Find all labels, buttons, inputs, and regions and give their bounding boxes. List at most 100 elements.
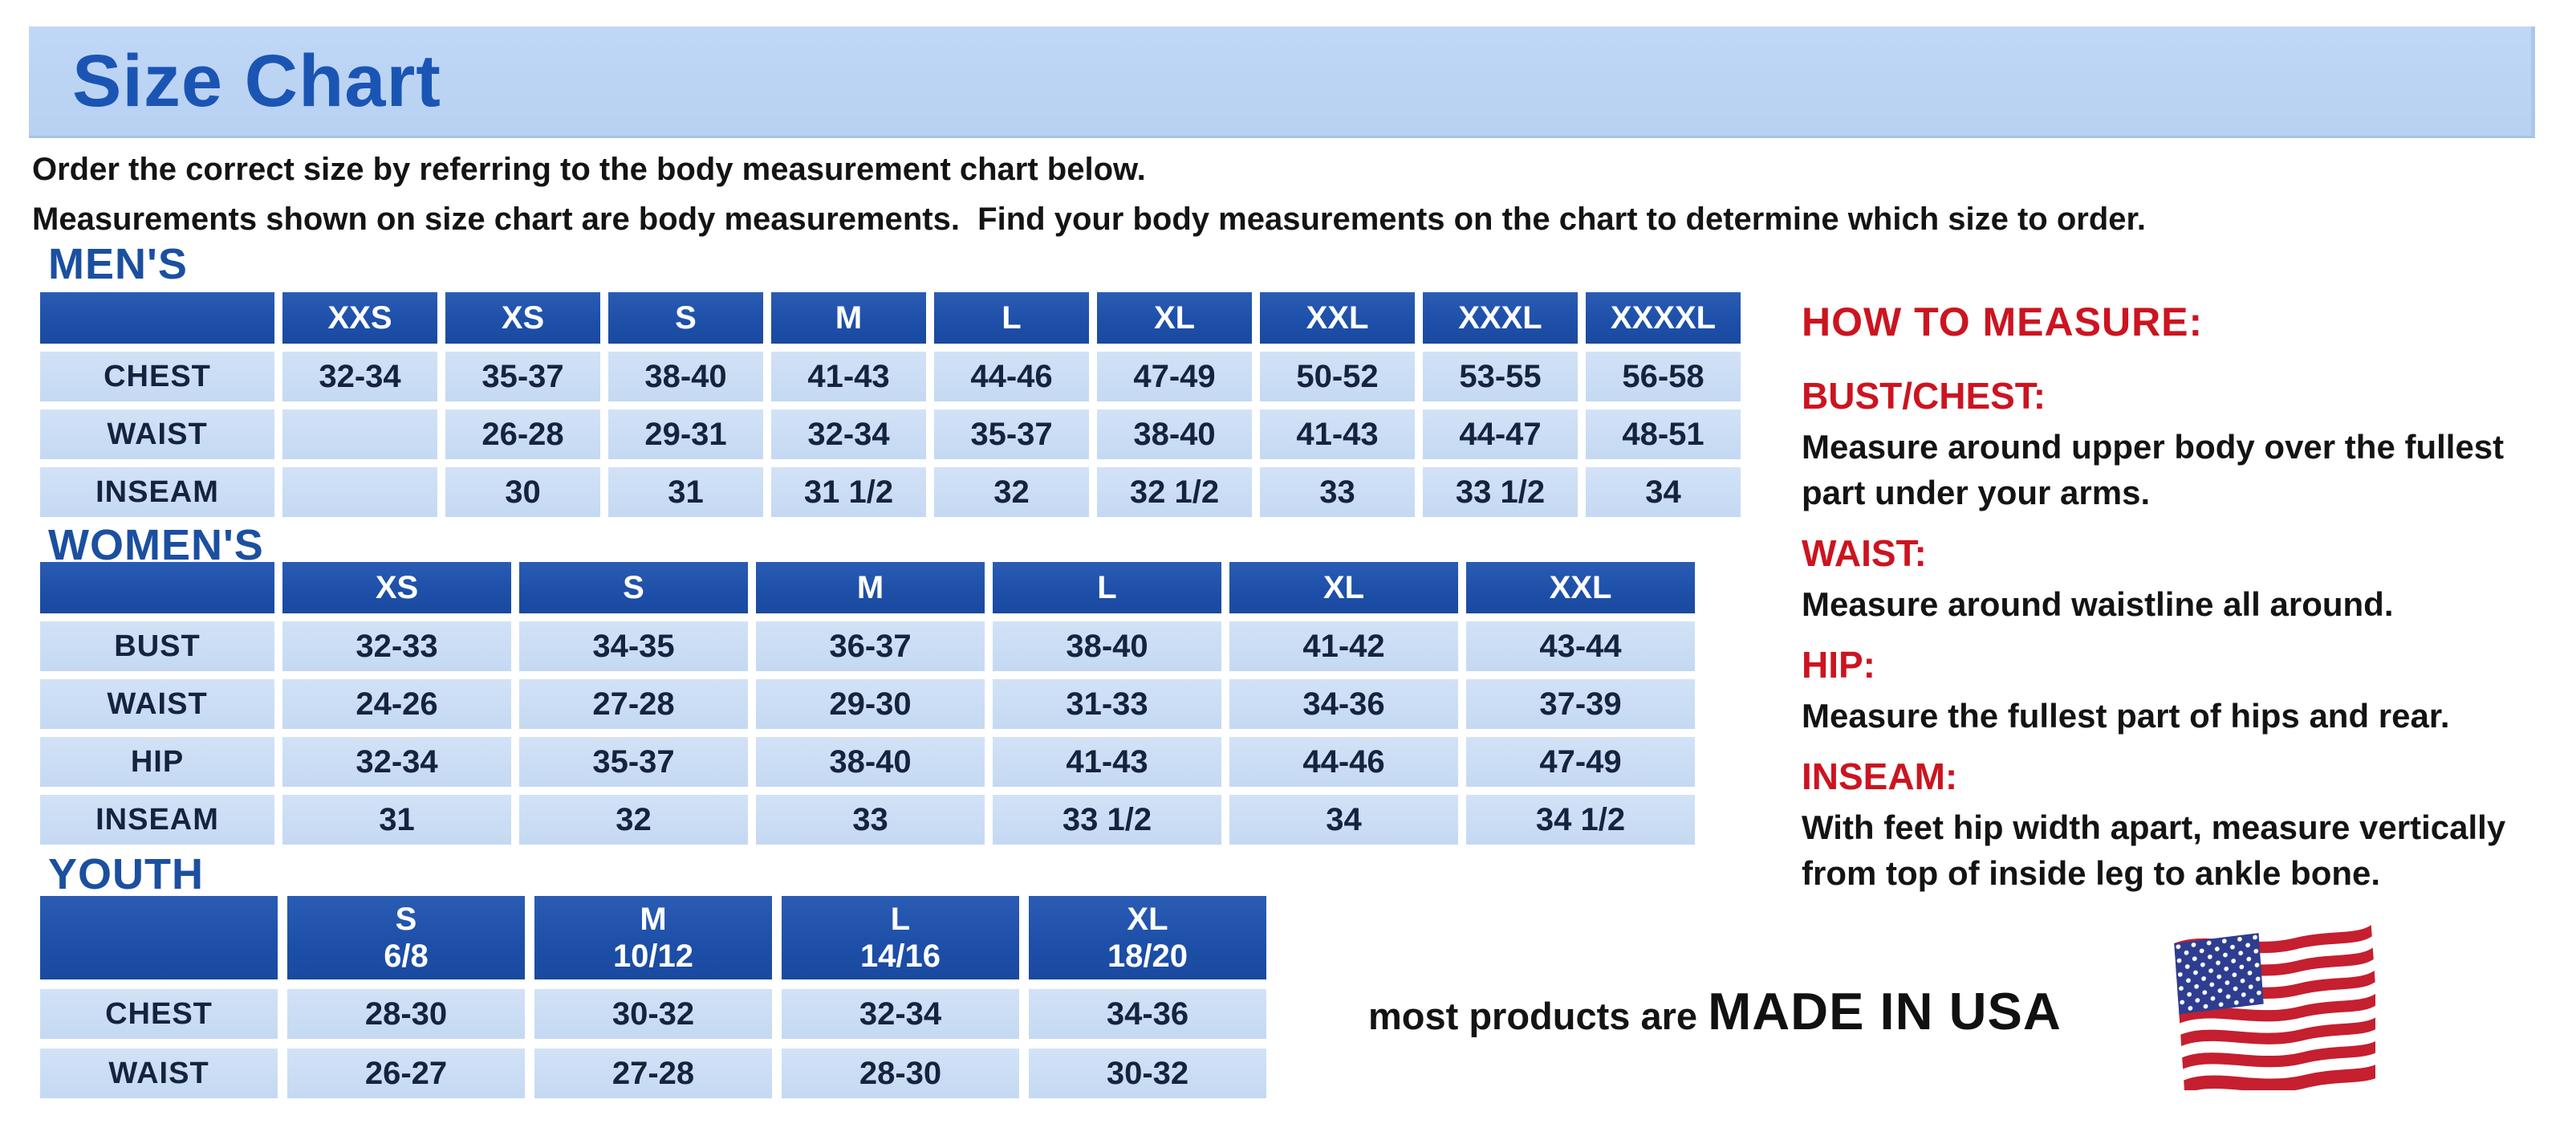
mens-column-header: XS xyxy=(445,292,600,344)
page-header-banner: Size Chart xyxy=(29,26,2535,138)
womens-table-cell: 32 xyxy=(519,795,748,845)
footer-prefix-text: most products are xyxy=(1368,995,1709,1037)
mens-table-cell: 32-34 xyxy=(771,409,926,459)
womens-table-cell: 29-30 xyxy=(756,679,985,729)
mens-table-cell: 44-47 xyxy=(1423,409,1578,459)
youth-column-header: M 10/12 xyxy=(534,896,772,979)
youth-row-label: CHEST xyxy=(40,989,278,1039)
measure-term: HIP: xyxy=(1802,644,1875,686)
mens-row-label: CHEST xyxy=(40,352,274,401)
mens-table-cell: 41-43 xyxy=(1260,409,1415,459)
womens-table-cell: 43-44 xyxy=(1466,621,1695,671)
youth-corner-cell xyxy=(40,896,278,979)
mens-column-header: XXS xyxy=(282,292,437,344)
mens-table-cell: 30 xyxy=(445,467,600,517)
womens-table-cell: 41-43 xyxy=(993,737,1221,787)
measure-description: With feet hip width apart, measure verti… xyxy=(1802,808,2506,892)
womens-table-cell: 31 xyxy=(282,795,511,845)
youth-table-cell: 30-32 xyxy=(1029,1049,1266,1098)
mens-column-header: XXXL xyxy=(1423,292,1578,344)
womens-table-cell: 47-49 xyxy=(1466,737,1695,787)
womens-column-header: XXL xyxy=(1466,562,1695,613)
youth-table-cell: 27-28 xyxy=(534,1049,772,1098)
womens-row-label: INSEAM xyxy=(40,795,274,845)
intro-text: Order the correct size by referring to t… xyxy=(32,149,2146,249)
mens-table-cell: 35-37 xyxy=(934,409,1089,459)
womens-column-header: M xyxy=(756,562,985,613)
mens-table-cell: 29-31 xyxy=(608,409,763,459)
mens-table-cell: 32-34 xyxy=(282,352,437,401)
womens-column-header: S xyxy=(519,562,748,613)
womens-row-label: WAIST xyxy=(40,679,274,729)
mens-column-header: M xyxy=(771,292,926,344)
youth-size-table: S 6/8 M 10/12 L 14/16 XL 18/20 CHEST 28-30 30-… xyxy=(40,896,1266,1098)
mens-column-header: XL xyxy=(1097,292,1252,344)
intro-line-2: Measurements shown on size chart are bod… xyxy=(32,202,2146,237)
mens-column-header: XXL xyxy=(1260,292,1415,344)
mens-column-header: L xyxy=(934,292,1089,344)
youth-column-header: XL 18/20 xyxy=(1029,896,1266,979)
made-in-usa-line: most products are MADE IN USA xyxy=(1368,981,2062,1041)
youth-column-header: L 14/16 xyxy=(782,896,1019,979)
how-to-measure-items: BUST/CHEST: Measure around upper body ove… xyxy=(1802,374,2564,896)
youth-table-cell: 28-30 xyxy=(782,1049,1019,1098)
womens-table-cell: 34-35 xyxy=(519,621,748,671)
mens-table-cell: 34 xyxy=(1586,467,1741,517)
mens-table-cell: 44-46 xyxy=(934,352,1089,401)
womens-table-cell: 32-33 xyxy=(282,621,511,671)
womens-table-cell: 38-40 xyxy=(756,737,985,787)
how-to-measure-item: WAIST: Measure around waistline all aroun… xyxy=(1802,531,2564,627)
youth-table-cell: 30-32 xyxy=(534,989,772,1039)
womens-table-cell: 38-40 xyxy=(993,621,1221,671)
footer-made-in-usa-text: MADE IN USA xyxy=(1708,982,2062,1040)
measure-term: WAIST: xyxy=(1802,532,1927,574)
womens-table-cell: 32-34 xyxy=(282,737,511,787)
how-to-measure-item: HIP: Measure the fullest part of hips and… xyxy=(1802,643,2564,739)
youth-table-cell: 28-30 xyxy=(287,989,525,1039)
mens-section-heading: MEN'S xyxy=(48,240,188,288)
womens-table-cell: 27-28 xyxy=(519,679,748,729)
womens-row-label: HIP xyxy=(40,737,274,787)
womens-table-cell: 24-26 xyxy=(282,679,511,729)
youth-row-label: WAIST xyxy=(40,1049,278,1098)
mens-table-cell: 56-58 xyxy=(1586,352,1741,401)
youth-table-cell: 32-34 xyxy=(782,989,1019,1039)
mens-table-cell: 32 1/2 xyxy=(1097,467,1252,517)
mens-table-cell: 38-40 xyxy=(1097,409,1252,459)
mens-table-cell: 31 1/2 xyxy=(771,467,926,517)
usa-flag-icon xyxy=(2171,923,2383,1099)
mens-table-cell: 50-52 xyxy=(1260,352,1415,401)
measure-term: BUST/CHEST: xyxy=(1802,375,2046,417)
mens-table-cell: 33 xyxy=(1260,467,1415,517)
mens-table-cell: 47-49 xyxy=(1097,352,1252,401)
how-to-measure-heading: HOW TO MEASURE: xyxy=(1802,299,2204,344)
womens-table-cell: 41-42 xyxy=(1229,621,1458,671)
mens-table-cell: 33 1/2 xyxy=(1423,467,1578,517)
intro-line-1: Order the correct size by referring to t… xyxy=(32,152,1146,187)
mens-size-table: XXS XS S M L XL XXL XXXL XXXXL CHEST 32-34 35-37 38-… xyxy=(40,292,1741,517)
how-to-measure-item: BUST/CHEST: Measure around upper body ove… xyxy=(1802,374,2564,515)
womens-size-table: XS S M L XL XXL BUST 32-33 34-35 36-37 38-40 41-42 4… xyxy=(40,562,1695,845)
womens-row-label: BUST xyxy=(40,621,274,671)
womens-table-cell: 36-37 xyxy=(756,621,985,671)
womens-table-cell: 33 xyxy=(756,795,985,845)
womens-table-cell: 34-36 xyxy=(1229,679,1458,729)
womens-table-cell: 37-39 xyxy=(1466,679,1695,729)
mens-table-cell: 31 xyxy=(608,467,763,517)
measure-description: Measure around waistline all around. xyxy=(1802,585,2394,623)
how-to-measure-item: INSEAM: With feet hip width apart, measur… xyxy=(1802,755,2564,896)
youth-column-header: S 6/8 xyxy=(287,896,525,979)
measure-term: INSEAM: xyxy=(1802,755,1958,797)
mens-table-cell: 53-55 xyxy=(1423,352,1578,401)
youth-table-cell: 26-27 xyxy=(287,1049,525,1098)
womens-table-cell: 34 1/2 xyxy=(1466,795,1695,845)
youth-section-heading: YOUTH xyxy=(48,850,204,898)
how-to-measure-section: HOW TO MEASURE: BUST/CHEST: Measure aroun… xyxy=(1802,299,2564,901)
measure-description: Measure the fullest part of hips and rea… xyxy=(1802,697,2450,735)
womens-table-cell: 31-33 xyxy=(993,679,1221,729)
mens-column-header: XXXXL xyxy=(1586,292,1741,344)
mens-table-cell: 48-51 xyxy=(1586,409,1741,459)
mens-table-cell: 35-37 xyxy=(445,352,600,401)
womens-column-header: L xyxy=(993,562,1221,613)
